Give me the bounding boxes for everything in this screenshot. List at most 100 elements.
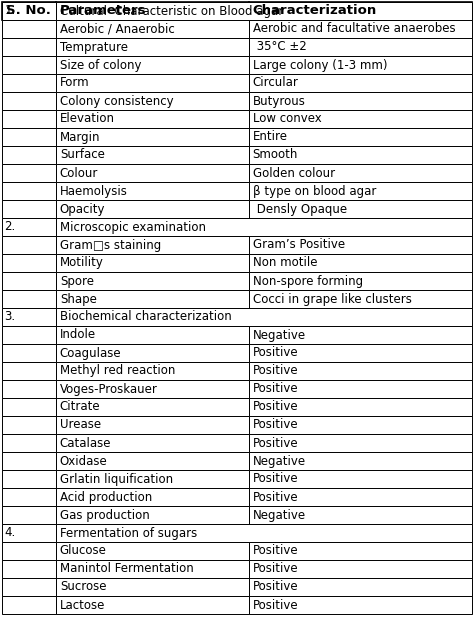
- Bar: [2, 146, 56, 164]
- Text: Gram□s staining: Gram□s staining: [60, 238, 161, 252]
- Bar: [56, 362, 249, 380]
- Text: Non motile: Non motile: [253, 257, 317, 269]
- Bar: [249, 128, 472, 146]
- Bar: [56, 326, 249, 344]
- Bar: [249, 560, 472, 578]
- Text: 4.: 4.: [4, 526, 16, 540]
- Text: Microscopic examination: Microscopic examination: [60, 221, 206, 233]
- Text: Catalase: Catalase: [60, 436, 111, 450]
- Text: Size of colony: Size of colony: [60, 58, 141, 72]
- Bar: [2, 398, 56, 416]
- Bar: [56, 200, 249, 218]
- Text: Large colony (1-3 mm): Large colony (1-3 mm): [253, 58, 387, 72]
- Bar: [2, 326, 56, 344]
- Bar: [56, 470, 249, 488]
- Bar: [56, 272, 249, 290]
- Bar: [249, 38, 472, 56]
- Bar: [249, 110, 472, 128]
- Bar: [249, 344, 472, 362]
- Bar: [249, 2, 472, 20]
- Text: Positive: Positive: [253, 436, 298, 450]
- Bar: [56, 146, 249, 164]
- Bar: [56, 578, 249, 596]
- Bar: [2, 128, 56, 146]
- Bar: [249, 272, 472, 290]
- Text: Colour: Colour: [60, 167, 98, 179]
- Text: Aerobic and facultative anaerobes: Aerobic and facultative anaerobes: [253, 22, 455, 36]
- Bar: [249, 596, 472, 614]
- Bar: [249, 164, 472, 182]
- Bar: [56, 56, 249, 74]
- Bar: [249, 506, 472, 524]
- Bar: [56, 596, 249, 614]
- Bar: [2, 470, 56, 488]
- Bar: [56, 164, 249, 182]
- Bar: [2, 380, 56, 398]
- Text: Methyl red reaction: Methyl red reaction: [60, 365, 175, 377]
- Bar: [249, 236, 472, 254]
- Bar: [56, 380, 249, 398]
- Bar: [56, 488, 249, 506]
- Bar: [2, 452, 56, 470]
- Bar: [56, 182, 249, 200]
- Bar: [249, 290, 472, 308]
- Text: Acid production: Acid production: [60, 491, 152, 503]
- Bar: [56, 560, 249, 578]
- Bar: [56, 218, 472, 236]
- Text: Oxidase: Oxidase: [60, 455, 108, 467]
- Bar: [2, 416, 56, 434]
- Text: Positive: Positive: [253, 491, 298, 503]
- Text: Elevation: Elevation: [60, 112, 115, 126]
- Text: Cultural  Characteristic on Blood agar: Cultural Characteristic on Blood agar: [60, 4, 283, 18]
- Text: Gram’s Positive: Gram’s Positive: [253, 238, 345, 252]
- Bar: [249, 578, 472, 596]
- Bar: [249, 542, 472, 560]
- Bar: [56, 38, 249, 56]
- Bar: [2, 200, 56, 218]
- Bar: [56, 524, 472, 542]
- Bar: [249, 452, 472, 470]
- Bar: [249, 254, 472, 272]
- Text: Positive: Positive: [253, 382, 298, 396]
- Bar: [249, 56, 472, 74]
- Bar: [56, 434, 249, 452]
- Bar: [2, 2, 56, 20]
- Bar: [56, 20, 249, 38]
- Bar: [2, 362, 56, 380]
- Bar: [2, 2, 56, 20]
- Text: Temprature: Temprature: [60, 41, 128, 53]
- Bar: [56, 542, 249, 560]
- Bar: [249, 146, 472, 164]
- Bar: [249, 362, 472, 380]
- Text: Densly Opaque: Densly Opaque: [253, 202, 346, 216]
- Bar: [56, 128, 249, 146]
- Text: Manintol Fermentation: Manintol Fermentation: [60, 562, 193, 576]
- Bar: [56, 110, 249, 128]
- Bar: [249, 200, 472, 218]
- Bar: [249, 416, 472, 434]
- Text: Parameters: Parameters: [60, 4, 146, 18]
- Text: Lactose: Lactose: [60, 598, 105, 612]
- Text: β type on blood agar: β type on blood agar: [253, 184, 376, 198]
- Bar: [249, 182, 472, 200]
- Text: Margin: Margin: [60, 131, 100, 143]
- Bar: [56, 344, 249, 362]
- Text: Gas production: Gas production: [60, 508, 150, 522]
- Text: Sucrose: Sucrose: [60, 581, 106, 593]
- Text: Grlatin liquification: Grlatin liquification: [60, 472, 173, 486]
- Text: Glucose: Glucose: [60, 545, 107, 557]
- Bar: [249, 74, 472, 92]
- Text: Positive: Positive: [253, 472, 298, 486]
- Bar: [249, 488, 472, 506]
- Text: Positive: Positive: [253, 347, 298, 359]
- Text: Indole: Indole: [60, 328, 96, 342]
- Bar: [2, 38, 56, 56]
- Bar: [249, 92, 472, 110]
- Bar: [56, 2, 472, 20]
- Bar: [2, 254, 56, 272]
- Bar: [2, 542, 56, 560]
- Text: Positive: Positive: [253, 598, 298, 612]
- Text: Surface: Surface: [60, 148, 105, 162]
- Bar: [56, 452, 249, 470]
- Text: Fermentation of sugars: Fermentation of sugars: [60, 526, 197, 540]
